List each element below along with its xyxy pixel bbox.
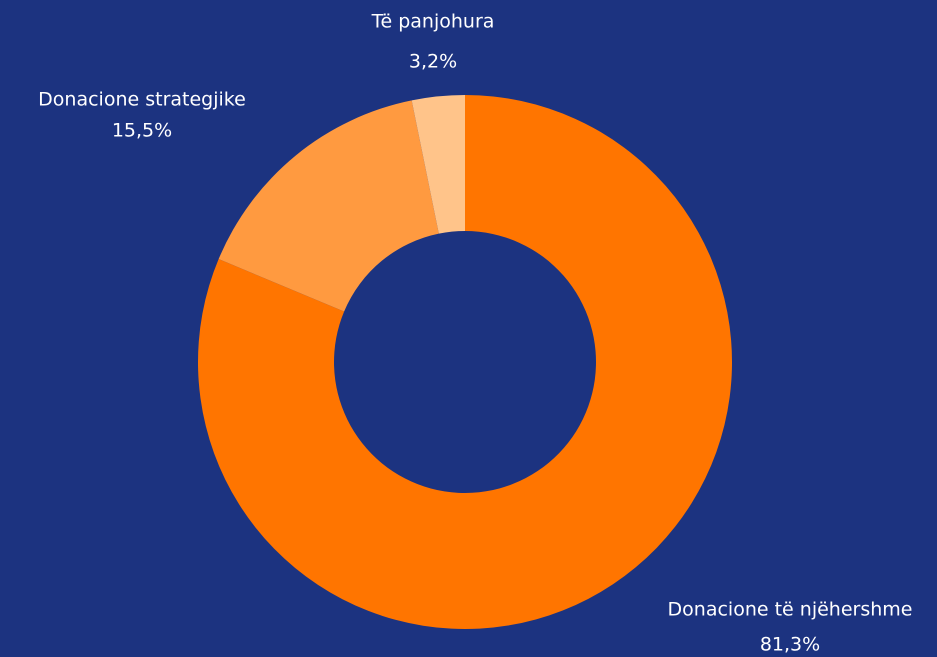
slice-value-label: 3,2% [409,51,457,73]
slice-value-label: 81,3% [760,634,820,656]
donut-slice [411,95,465,234]
slice-value-label: 15,5% [112,120,172,142]
donut-slice [198,95,732,629]
slice-label: Donacione strategjike [38,89,246,111]
slice-label: Donacione të njëhershme [668,599,913,621]
donut-slice [218,100,439,312]
slice-label: Të panjohura [371,11,495,33]
